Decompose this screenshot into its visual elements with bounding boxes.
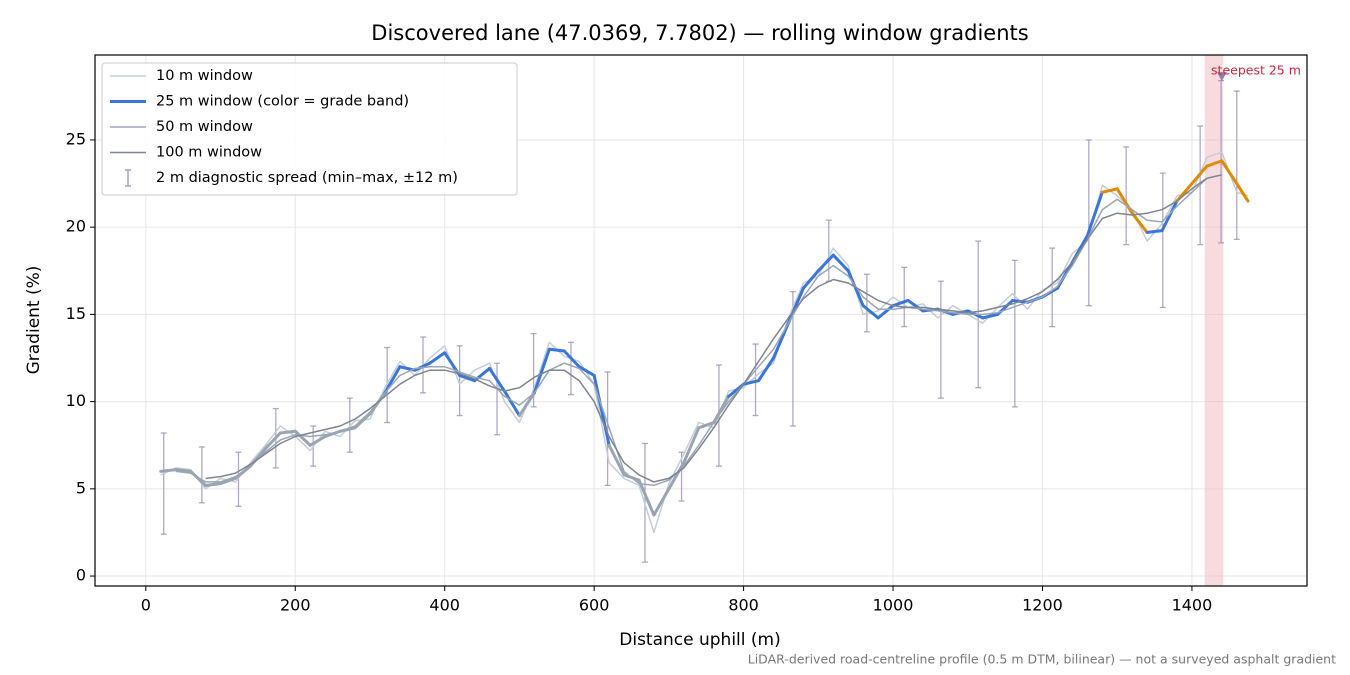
y-tick-label: 20 — [66, 217, 86, 236]
x-tick-label: 400 — [429, 596, 460, 615]
legend-box — [101, 62, 518, 196]
legend-label: 100 m window — [156, 145, 262, 161]
line-segment — [263, 431, 282, 451]
line-segment — [219, 476, 237, 486]
y-tick-label: 5 — [76, 478, 86, 497]
line-segment — [1130, 211, 1149, 234]
line — [175, 174, 1222, 487]
line-segment — [174, 468, 193, 473]
x-tick-label: 600 — [579, 596, 610, 615]
line-segment — [458, 373, 477, 383]
footnote: LiDAR-derived road-centreline profile (0… — [748, 652, 1336, 667]
y-tick-label: 25 — [66, 129, 86, 148]
x-tick-label: 0 — [141, 596, 151, 615]
line-segment — [547, 347, 566, 353]
legend-label: 10 m window — [156, 68, 253, 84]
y-axis-label: Gradient (%) — [24, 266, 44, 375]
line-segment — [1235, 182, 1250, 203]
x-axis-label: Distance uphill (m) — [619, 630, 780, 650]
line-segment — [383, 365, 402, 395]
y-tick-label: 15 — [66, 304, 86, 323]
line-segment — [353, 412, 372, 430]
line-segment — [951, 309, 970, 316]
line-segment — [1205, 159, 1224, 168]
line-segment — [592, 373, 611, 447]
line-segment — [801, 269, 820, 290]
line-segment — [682, 426, 701, 465]
line-segment — [204, 482, 223, 487]
x-tick-label: 1400 — [1172, 596, 1213, 615]
line-segment — [1160, 199, 1179, 233]
legend-label: 2 m diagnostic spread (min–max, ±12 m) — [156, 170, 458, 186]
line-segment — [159, 468, 178, 473]
x-tick-label: 800 — [728, 596, 759, 615]
line-segment — [293, 429, 312, 447]
plot-frame — [94, 54, 1308, 587]
line-segment — [742, 379, 761, 386]
line-segment — [562, 349, 581, 369]
line — [160, 151, 1249, 534]
line-segment — [1190, 164, 1209, 186]
line-segment — [413, 361, 432, 372]
line-segment — [1100, 187, 1119, 194]
line-segment — [757, 356, 775, 383]
line-segment — [607, 443, 626, 477]
line-segment — [517, 391, 536, 418]
line-segment — [1085, 190, 1104, 238]
line-segment — [637, 478, 656, 517]
line-segment — [1220, 159, 1239, 186]
line-segment — [816, 253, 835, 273]
legend-label: 50 m window — [156, 119, 253, 135]
line-segment — [428, 351, 447, 365]
line-segment — [831, 253, 850, 273]
line-segment — [473, 366, 492, 383]
legend-label: 25 m window (color = grade band) — [156, 94, 409, 110]
line-segment — [1145, 229, 1164, 234]
y-tick-label: 10 — [66, 391, 86, 410]
steepest-marker — [1216, 72, 1227, 82]
y-tick-label: 0 — [76, 566, 86, 585]
line-segment — [652, 487, 671, 517]
line-segment — [1115, 187, 1134, 215]
x-tick-label: 200 — [280, 596, 311, 615]
line-segment — [876, 304, 895, 320]
line-segment — [861, 304, 880, 320]
line-segment — [667, 461, 686, 491]
line-segment — [308, 435, 327, 447]
line-segment — [488, 366, 506, 393]
x-tick-label: 1000 — [873, 596, 914, 615]
line — [205, 174, 1222, 483]
line-segment — [502, 389, 521, 418]
legend: 10 m window 25 m window (color = grade ba… — [101, 62, 518, 196]
chart-title: Discovered lane (47.0369, 7.7802) — roll… — [371, 21, 1028, 45]
line-segment — [278, 429, 297, 435]
highlight-band — [1204, 55, 1224, 586]
line-segment — [532, 347, 551, 395]
line-segment — [577, 365, 596, 377]
line-segment — [891, 298, 910, 308]
line-segment — [697, 421, 716, 430]
x-tick-label: 1200 — [1022, 596, 1063, 615]
line-segment — [981, 312, 1000, 320]
highlight-label: steepest 25 m — [1211, 63, 1301, 78]
